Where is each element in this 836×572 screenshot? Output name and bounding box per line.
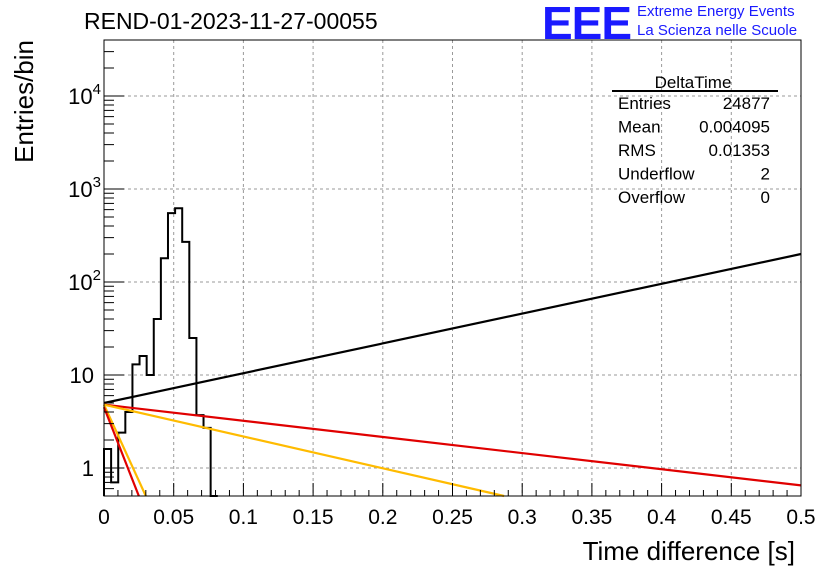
histogram-outline — [103, 207, 218, 497]
x-tick-label: 0.25 — [432, 506, 473, 529]
stats-row-label: RMS — [618, 141, 656, 160]
stats-name: DeltaTime — [655, 73, 732, 92]
y-tick-label: 104 — [68, 81, 101, 109]
y-axis-label: Entries/bin — [9, 40, 39, 163]
stats-row-value: 0.004095 — [699, 118, 770, 137]
stats-row-label: Mean — [618, 118, 661, 137]
x-tick-label: 0.2 — [368, 506, 397, 529]
x-tick-label: 0.15 — [293, 506, 334, 529]
fit-lines-layer — [102, 252, 802, 498]
axis-ticks: 0 0.05 0.1 0.15 0.2 0.25 0.3 0.35 0.4 0.45 0.5 1 10 1… — [68, 39, 816, 529]
logo-subtitle-line1: Extreme Energy Events — [637, 3, 795, 20]
stats-row-value: 24877 — [723, 94, 770, 113]
logo-subtitle-line2: La Scienza nelle Scuole — [637, 22, 798, 39]
stats-row-value: 0 — [761, 188, 770, 207]
fit-line — [103, 403, 505, 498]
fit-line — [102, 404, 147, 497]
stats-box: DeltaTime Entries 24877 Mean 0.004095 RMS 0.0… — [612, 73, 778, 207]
x-tick-label: 0.1 — [229, 506, 258, 529]
x-tick-label: 0.35 — [571, 506, 612, 529]
stats-row-label: Underflow — [618, 165, 695, 184]
x-tick-label: 0 — [98, 506, 110, 529]
y-tick-label: 103 — [68, 174, 101, 202]
stats-row-label: Overflow — [618, 188, 686, 207]
x-tick-label: 0.05 — [153, 506, 194, 529]
x-tick-label: 0.3 — [508, 506, 537, 529]
chart-title: REND-01-2023-11-27-00055 — [84, 8, 378, 34]
y-tick-label: 1 — [82, 456, 94, 481]
fit-line — [102, 406, 140, 497]
stats-row-value: 0.01353 — [709, 141, 770, 160]
eee-logo-mark: EEE — [542, 0, 632, 49]
fit-line — [103, 252, 802, 405]
fit-line — [103, 403, 802, 487]
x-tick-label: 0.45 — [711, 506, 752, 529]
y-tick-label: 102 — [68, 267, 101, 295]
y-tick-label: 10 — [70, 363, 94, 388]
stats-row-label: Entries — [618, 94, 671, 113]
grid-lines — [104, 40, 801, 496]
histogram-layer — [103, 207, 218, 497]
x-tick-label: 0.4 — [647, 506, 677, 529]
x-tick-label: 0.5 — [786, 506, 815, 529]
stats-row-value: 2 — [761, 165, 770, 184]
x-axis-label: Time difference [s] — [583, 536, 795, 566]
